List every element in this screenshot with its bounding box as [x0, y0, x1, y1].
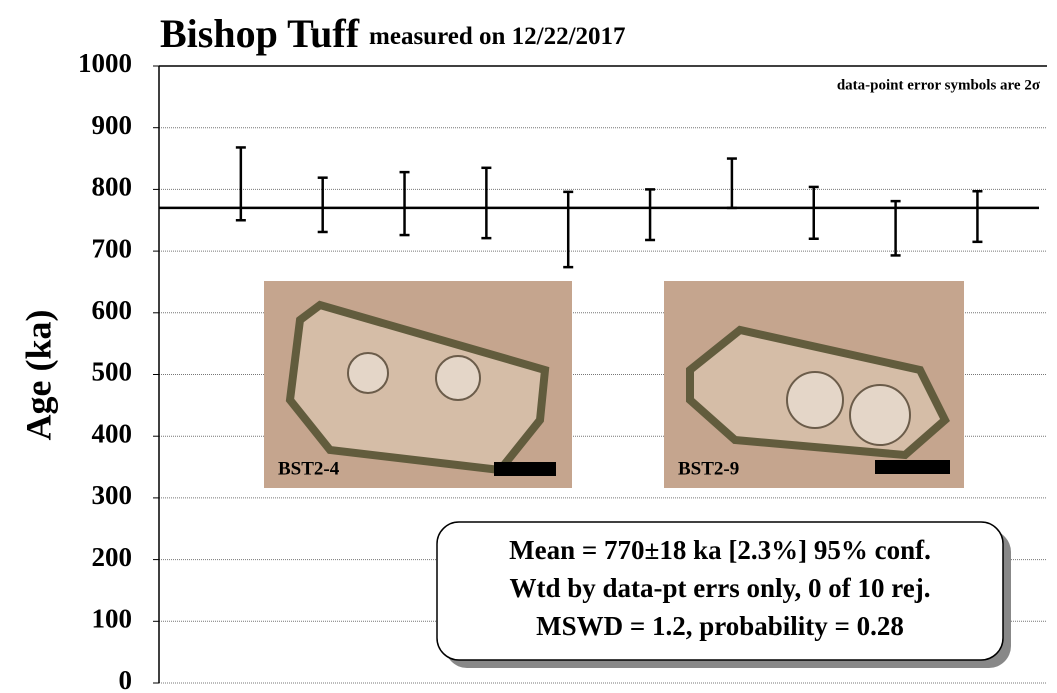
- error-bar: [890, 199, 901, 257]
- y-tick-label: 0: [119, 665, 133, 693]
- y-tick-label: 1000: [78, 48, 132, 78]
- y-axis-label: Age (ka): [18, 310, 58, 441]
- title: Bishop Tuff: [160, 11, 360, 56]
- y-tick-label: 900: [92, 110, 133, 140]
- stats-line: MSWD = 1.2, probability = 0.28: [536, 611, 904, 641]
- error-bar: [481, 166, 492, 240]
- y-tick-label: 600: [92, 295, 133, 325]
- chart-title: Bishop Tuff measured on 12/22/2017: [160, 11, 626, 56]
- y-tick-label: 700: [92, 233, 133, 263]
- error-bar: [317, 176, 328, 234]
- stats-box: [436, 521, 1004, 661]
- image-label: BST2-9: [678, 458, 739, 479]
- y-tick-label: 300: [92, 480, 133, 510]
- error-bar: [399, 170, 410, 237]
- error-bar: [563, 190, 574, 269]
- crystal-image: [264, 281, 572, 488]
- y-tick-label: 800: [92, 172, 133, 202]
- error-bar: [726, 157, 737, 210]
- error-bar: [645, 188, 656, 242]
- y-tick-label: 200: [92, 542, 133, 572]
- subtitle: measured on 12/22/2017: [369, 23, 626, 50]
- error-bar: [235, 146, 246, 222]
- error-bar: [808, 185, 819, 241]
- y-tick-label: 100: [92, 604, 133, 634]
- error-bar: [972, 190, 983, 244]
- y-tick-label: 500: [92, 357, 133, 387]
- image-label: BST2-4: [278, 458, 340, 479]
- y-tick-label: 400: [92, 418, 133, 448]
- stats-line: Mean = 770±18 ka [2.3%] 95% conf.: [509, 535, 931, 565]
- annotation: data-point error symbols are 2σ: [837, 77, 1041, 93]
- stats-line: Wtd by data-pt errs only, 0 of 10 rej.: [510, 573, 931, 603]
- crystal-image: [664, 281, 964, 488]
